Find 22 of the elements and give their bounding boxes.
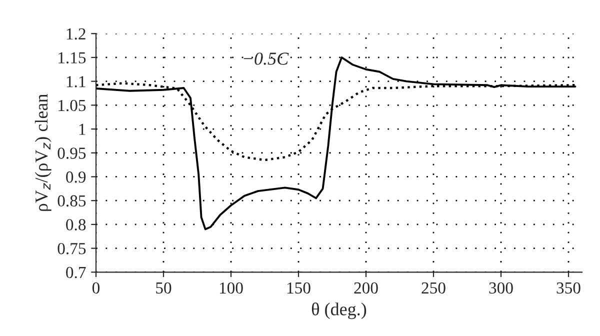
y-tick-label: 1.05 — [58, 100, 86, 112]
x-axis-title: θ (deg.) — [312, 302, 366, 320]
y-tick-label: 1.15 — [58, 52, 86, 64]
y-tick-label: 0.75 — [58, 243, 86, 254]
x-tick-label: 100 — [220, 282, 243, 294]
y-axis-title: ρV$_{z}$/(ρV$_{z}$) clean — [34, 94, 52, 211]
y-tick-label: 0.9 — [66, 171, 86, 183]
y-tick-label: 1.1 — [66, 76, 86, 88]
x-tick-label: 200 — [354, 282, 378, 294]
y-tick-label: 1 — [79, 124, 86, 135]
y-tick-label: 0.95 — [58, 148, 86, 159]
x-tick-label: 250 — [422, 282, 446, 294]
x-tick-label: 0 — [92, 282, 100, 294]
x-tick-label: 50 — [156, 282, 172, 294]
y-tick-label: 1.2 — [66, 28, 86, 40]
y-tick-label: 0.85 — [58, 195, 86, 207]
y-tick-label: 0.7 — [66, 266, 86, 278]
x-tick-label: 300 — [489, 282, 513, 294]
y-tick-label: 0.8 — [66, 219, 86, 230]
x-tick-label: 350 — [556, 282, 580, 294]
annotation: −0.5C — [244, 52, 289, 65]
x-tick-label: 150 — [287, 282, 310, 294]
